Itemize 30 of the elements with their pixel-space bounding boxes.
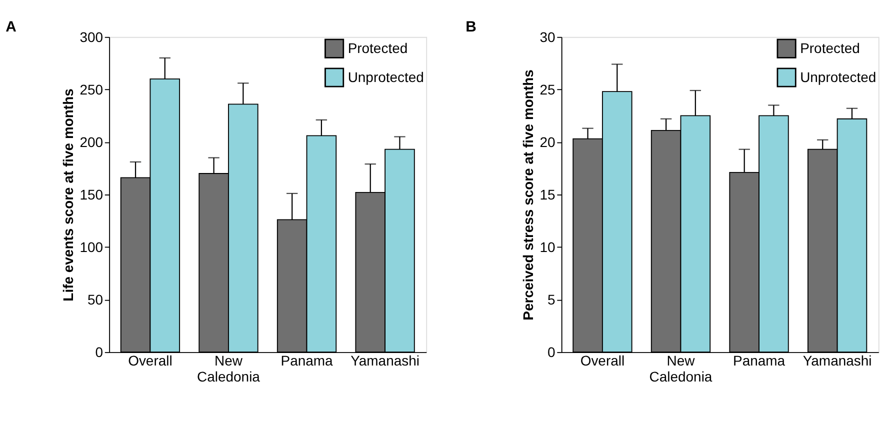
x-tick-label: New Caledonia bbox=[649, 352, 712, 384]
y-tick-label: 200 bbox=[80, 134, 104, 150]
x-tick-label: Overall bbox=[580, 352, 625, 369]
legend-label: Protected bbox=[348, 40, 408, 56]
x-tick-label: Panama bbox=[280, 352, 334, 369]
legend-label: Unprotected bbox=[348, 69, 424, 86]
y-tick-label: 20 bbox=[540, 134, 556, 150]
y-tick-label: 250 bbox=[80, 82, 104, 98]
y-tick-label: 50 bbox=[87, 292, 104, 308]
y-tick-label: 0 bbox=[95, 344, 104, 360]
x-tick-label: Yamanashi bbox=[350, 352, 420, 369]
chart-title: B bbox=[466, 19, 477, 36]
y-tick-label: 25 bbox=[540, 82, 556, 98]
y-axis-title: Perceived stress score at five months bbox=[520, 69, 536, 320]
y-axis-title: Life events score at five months bbox=[60, 88, 76, 302]
chart-title: A bbox=[6, 19, 17, 36]
y-tick-label: 10 bbox=[540, 239, 556, 256]
legend-label: Unprotected bbox=[800, 69, 876, 86]
legend-label: Protected bbox=[800, 40, 860, 56]
y-tick-label: 0 bbox=[548, 344, 556, 360]
y-tick-label: 5 bbox=[548, 292, 556, 308]
x-tick-label: Overall bbox=[128, 352, 172, 369]
x-tick-label: Panama bbox=[733, 352, 786, 369]
y-tick-label: 150 bbox=[80, 186, 104, 203]
x-tick-label: New Caledonia bbox=[197, 352, 260, 384]
y-tick-label: 300 bbox=[80, 29, 104, 46]
x-tick-label: Yamanashi bbox=[802, 352, 872, 369]
y-tick-label: 15 bbox=[540, 186, 556, 203]
y-tick-label: 100 bbox=[80, 239, 104, 256]
y-tick-label: 30 bbox=[540, 29, 556, 46]
